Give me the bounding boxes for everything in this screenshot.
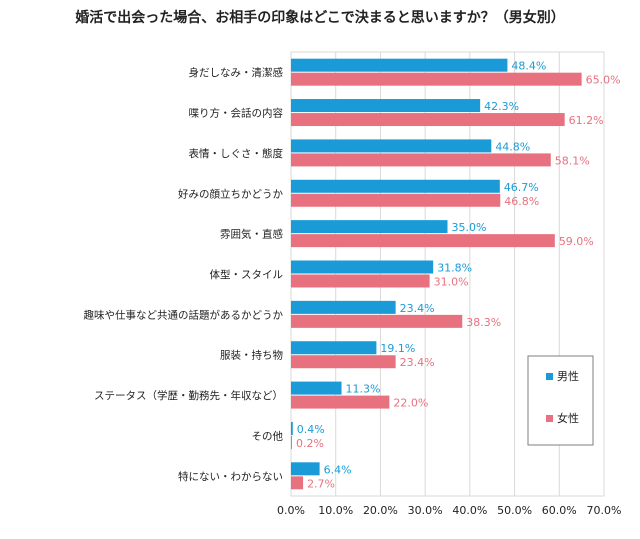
bar-male — [291, 341, 377, 355]
bar-male — [291, 99, 481, 113]
category-label: ステータス（学歴・勤務先・年収など） — [94, 389, 283, 402]
data-label: 19.1% — [380, 342, 415, 355]
data-label: 46.8% — [504, 195, 539, 208]
x-tick-label: 30.0% — [408, 504, 443, 517]
bar-female — [291, 435, 292, 449]
data-label: 61.2% — [569, 114, 604, 127]
data-label: 59.0% — [559, 235, 594, 248]
category-label: 喋り方・会話の内容 — [189, 107, 284, 120]
bars: 48.4% 65.0% 42.3% 61.2% 44.8% 58.1% 46.7%46.8%… — [291, 58, 621, 490]
category-label: 趣味や仕事など共通の話題があるかどうか — [84, 308, 284, 321]
data-label: 42.3% — [484, 100, 519, 113]
data-label: 6.4% — [324, 463, 352, 476]
data-label: 38.3% — [466, 316, 501, 329]
bar-female — [291, 193, 501, 207]
data-label: 0.4% — [297, 423, 325, 436]
x-tick-label: 10.0% — [318, 504, 353, 517]
data-label: 31.0% — [434, 276, 469, 289]
legend-label: 女性 — [557, 411, 579, 425]
chart-title: 婚活で出会った場合、お相手の印象はどこで決まると思いますか？（男女別） — [75, 9, 565, 26]
bar-male — [291, 139, 492, 153]
category-label: 雰囲気・直感 — [220, 228, 283, 241]
data-label: 2.7% — [307, 477, 335, 490]
category-label: 服装・持ち物 — [220, 349, 283, 362]
x-tick-label: 0.0% — [277, 504, 305, 517]
data-label: 35.0% — [452, 221, 487, 234]
bar-female — [291, 476, 304, 490]
legend-swatch — [546, 373, 553, 380]
bar-female — [291, 355, 396, 369]
data-label: 23.4% — [400, 356, 435, 369]
data-label: 11.3% — [346, 383, 381, 396]
data-label: 46.7% — [504, 181, 539, 194]
data-label: 0.2% — [296, 437, 324, 450]
data-label: 48.4% — [511, 60, 546, 73]
bar-male — [291, 220, 448, 234]
category-label: 特にない・わからない — [178, 471, 283, 483]
bar-male — [291, 179, 500, 193]
category-label: 身だしなみ・清潔感 — [189, 66, 284, 79]
plot-border — [290, 51, 605, 497]
bar-female — [291, 314, 463, 328]
x-tick-label: 20.0% — [363, 504, 398, 517]
bar-male — [291, 462, 320, 476]
category-label: 好みの顔立ちかどうか — [178, 187, 283, 200]
category-labels: 身だしなみ・清潔感喋り方・会話の内容表情・しぐさ・態度好みの顔立ちかどうか雰囲気… — [84, 66, 284, 483]
bar-male — [291, 58, 508, 72]
bar-female — [291, 153, 551, 167]
category-label: 表情・しぐさ・態度 — [189, 147, 284, 160]
bar-female — [291, 113, 565, 127]
data-label: 58.1% — [555, 154, 590, 167]
bar-male — [291, 260, 434, 274]
data-label: 22.0% — [393, 397, 428, 410]
x-axis: 0.0% 10.0% 20.0% 30.0% 40.0% 50.0% 60.0% 70.0% — [277, 504, 621, 517]
bar-male — [291, 381, 342, 395]
legend-box — [527, 355, 594, 446]
x-tick-label: 70.0% — [587, 504, 622, 517]
x-tick-label: 60.0% — [542, 504, 577, 517]
bar-female — [291, 72, 582, 86]
category-label: 体型・スタイル — [210, 268, 284, 281]
bar-female — [291, 395, 390, 409]
bar-male — [291, 421, 293, 435]
legend-label: 男性 — [557, 369, 579, 383]
data-label: 23.4% — [400, 302, 435, 315]
data-label: 65.0% — [586, 74, 621, 87]
data-label: 31.8% — [437, 262, 472, 275]
bar-female — [291, 274, 430, 288]
x-tick-label: 40.0% — [452, 504, 487, 517]
category-label: その他 — [252, 429, 284, 442]
data-label: 44.8% — [495, 140, 530, 153]
x-tick-label: 50.0% — [497, 504, 532, 517]
legend-swatch — [546, 415, 553, 422]
bar-male — [291, 300, 396, 314]
bar-female — [291, 234, 555, 248]
